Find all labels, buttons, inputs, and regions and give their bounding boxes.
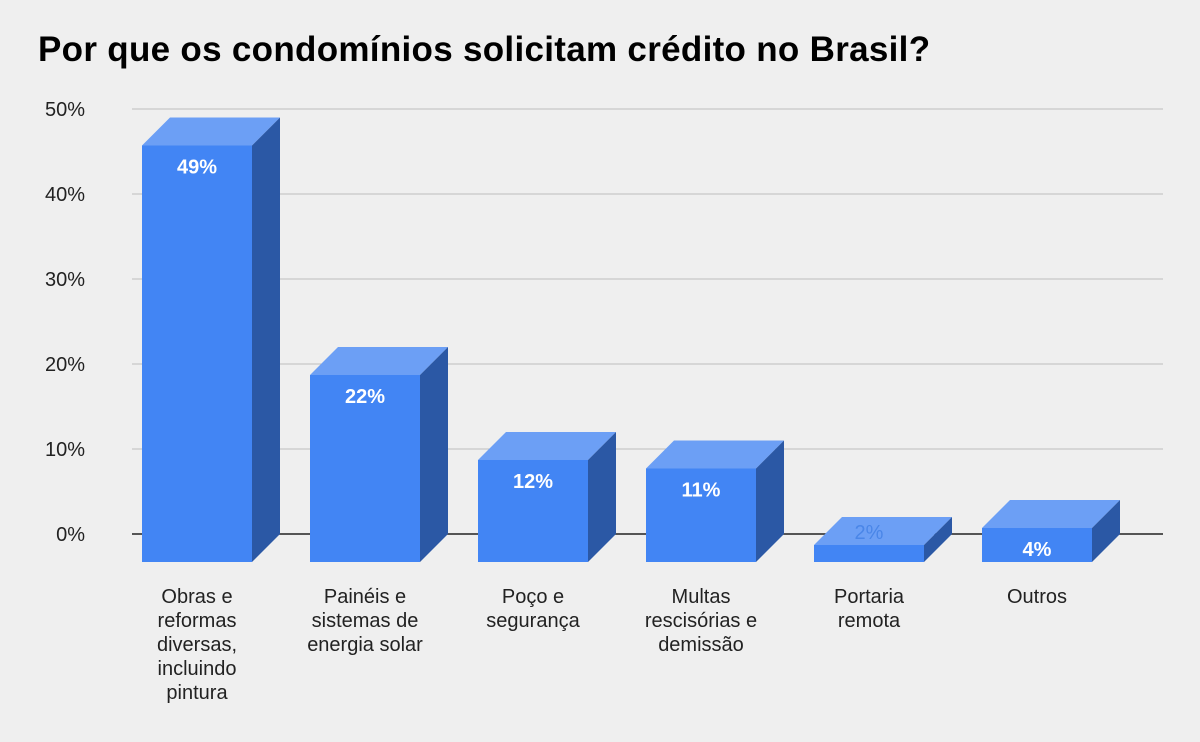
category-label: Portaria remota bbox=[834, 586, 905, 632]
bar-side bbox=[756, 440, 784, 562]
bar bbox=[142, 117, 280, 562]
data-label: 22% bbox=[345, 386, 385, 408]
y-tick-label: 40% bbox=[45, 184, 85, 206]
bar bbox=[982, 500, 1120, 562]
data-label: 11% bbox=[682, 480, 721, 502]
bar-side bbox=[1092, 500, 1120, 562]
bar-front bbox=[478, 460, 588, 562]
bar-side bbox=[420, 347, 448, 562]
data-label: 2% bbox=[855, 522, 884, 544]
bar-top bbox=[478, 432, 616, 460]
y-tick-label: 0% bbox=[56, 524, 85, 546]
bar-front bbox=[646, 468, 756, 562]
x-axis-category-labels: Obras e reformas diversas, incluindo pintura… bbox=[157, 586, 1067, 704]
bar bbox=[646, 440, 784, 562]
chart-title: Por que os condomínios solicitam crédito… bbox=[38, 30, 931, 69]
y-tick-label: 20% bbox=[45, 354, 85, 376]
bar-top bbox=[982, 500, 1120, 528]
bar-front bbox=[142, 145, 252, 562]
bar-top bbox=[310, 347, 448, 375]
category-label: Poço e segurança bbox=[486, 586, 580, 632]
category-label: Multas rescisórias e demissão bbox=[645, 586, 757, 656]
category-label: Painéis e sistemas de energia solar bbox=[307, 586, 423, 656]
bar-side bbox=[924, 517, 952, 562]
bar-top bbox=[646, 440, 784, 469]
bar-side bbox=[588, 432, 616, 562]
y-tick-label: 10% bbox=[45, 439, 85, 461]
data-label: 12% bbox=[513, 471, 553, 493]
bar-top bbox=[814, 517, 952, 545]
data-label: 4% bbox=[1023, 539, 1052, 561]
y-axis-tick-labels: 0% 10% 20% 30% 40% 50% bbox=[45, 99, 85, 546]
bar-front bbox=[310, 375, 420, 562]
bar-front bbox=[982, 528, 1092, 562]
bar bbox=[814, 517, 952, 562]
y-tick-label: 50% bbox=[45, 99, 85, 121]
bar-top bbox=[142, 117, 280, 146]
bar-side bbox=[252, 117, 280, 562]
category-label: Outros bbox=[1007, 586, 1067, 608]
data-label: 49% bbox=[177, 157, 217, 179]
data-labels: 49% 22% 12% 11% 2% 4% bbox=[177, 157, 1052, 562]
bar bbox=[478, 432, 616, 562]
category-label: Obras e reformas diversas, incluindo pintura bbox=[157, 586, 237, 704]
bar-front bbox=[814, 545, 924, 562]
bars bbox=[142, 117, 1120, 562]
y-tick-label: 30% bbox=[45, 269, 85, 291]
bar bbox=[310, 347, 448, 562]
